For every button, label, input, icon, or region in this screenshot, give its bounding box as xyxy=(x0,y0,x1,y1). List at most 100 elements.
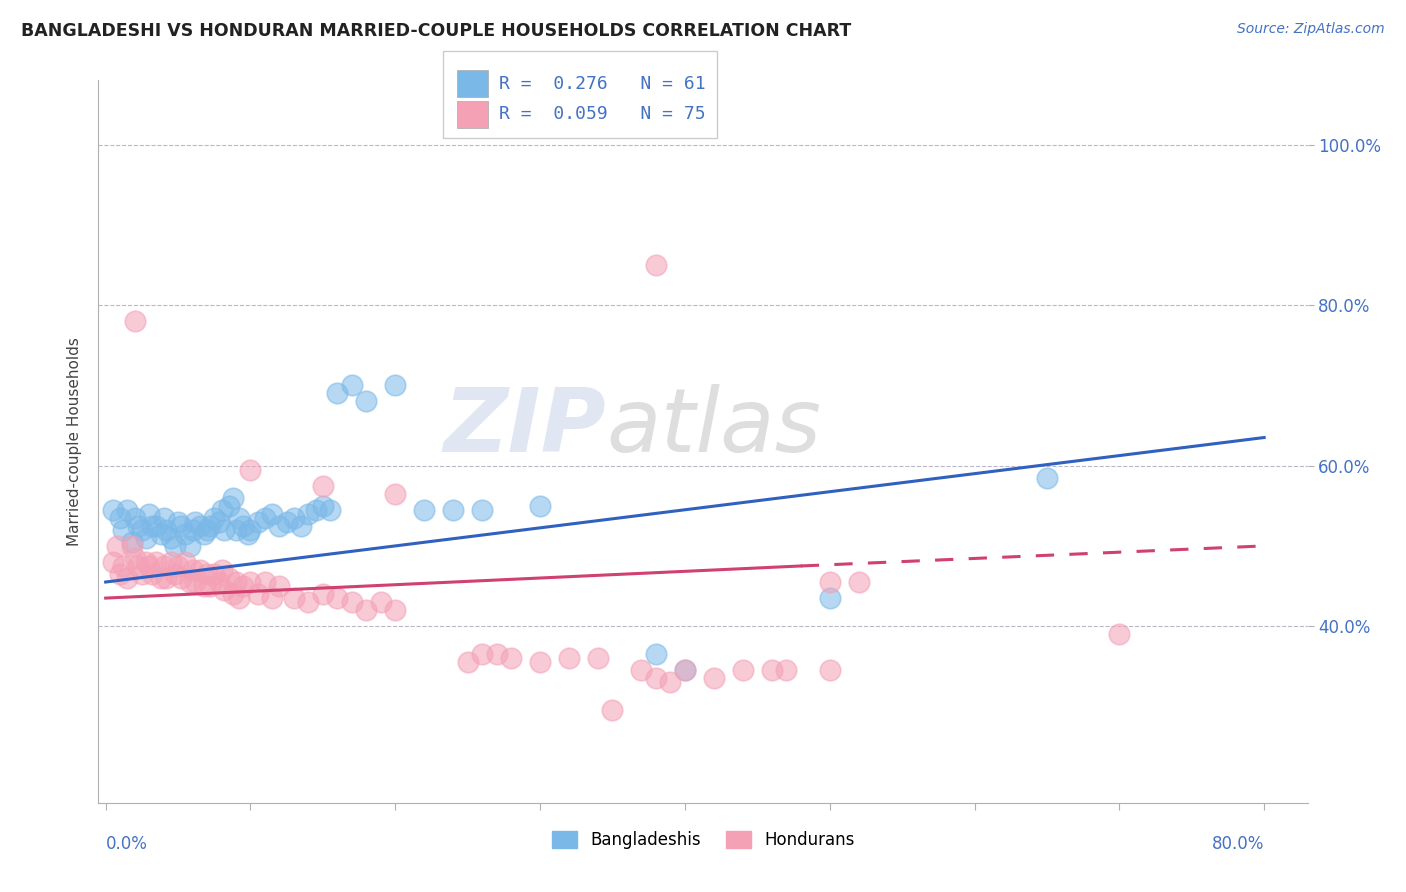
Point xyxy=(108,510,131,524)
Point xyxy=(135,555,157,569)
Point xyxy=(228,591,250,606)
Point xyxy=(630,664,652,678)
Point xyxy=(211,563,233,577)
Point xyxy=(818,664,841,678)
Text: atlas: atlas xyxy=(606,384,821,470)
Point xyxy=(184,575,207,590)
Y-axis label: Married-couple Households: Married-couple Households xyxy=(66,337,82,546)
Point xyxy=(181,523,204,537)
Point xyxy=(165,567,187,582)
Point xyxy=(384,378,406,392)
Point xyxy=(384,487,406,501)
Point xyxy=(246,587,269,601)
Point xyxy=(218,571,240,585)
Point xyxy=(558,651,581,665)
Point xyxy=(1036,471,1059,485)
Point xyxy=(202,510,225,524)
Point xyxy=(232,579,254,593)
Point xyxy=(207,515,229,529)
Point xyxy=(152,558,174,574)
Text: Source: ZipAtlas.com: Source: ZipAtlas.com xyxy=(1237,22,1385,37)
Point xyxy=(236,526,259,541)
Point xyxy=(127,558,149,574)
Point xyxy=(290,519,312,533)
Point xyxy=(673,664,696,678)
Point xyxy=(340,595,363,609)
Point xyxy=(105,539,128,553)
Point xyxy=(283,591,305,606)
Point xyxy=(193,579,215,593)
Point xyxy=(775,664,797,678)
Point xyxy=(135,531,157,545)
Point xyxy=(174,555,197,569)
Point xyxy=(131,567,153,582)
Point xyxy=(181,563,204,577)
Point xyxy=(239,575,262,590)
Point xyxy=(297,507,319,521)
Point xyxy=(228,510,250,524)
Point xyxy=(645,648,668,662)
Point xyxy=(195,523,218,537)
Point xyxy=(501,651,523,665)
Point xyxy=(239,523,262,537)
Point xyxy=(312,587,335,601)
Point xyxy=(159,555,181,569)
Point xyxy=(218,499,240,513)
Text: R =  0.276   N = 61: R = 0.276 N = 61 xyxy=(499,75,706,93)
Point xyxy=(262,591,284,606)
Point xyxy=(246,515,269,529)
Point xyxy=(167,558,190,574)
Text: 0.0%: 0.0% xyxy=(105,835,148,854)
Point xyxy=(703,672,725,686)
Point xyxy=(149,526,172,541)
Point xyxy=(167,515,190,529)
Point xyxy=(188,563,211,577)
Point xyxy=(152,510,174,524)
Point xyxy=(138,507,160,521)
Point xyxy=(117,503,139,517)
Point xyxy=(149,571,172,585)
Point xyxy=(198,519,221,533)
Point xyxy=(731,664,754,678)
Point xyxy=(124,510,146,524)
Point xyxy=(222,491,245,505)
Point xyxy=(108,567,131,582)
Point xyxy=(141,567,163,582)
Point xyxy=(155,571,177,585)
Point xyxy=(179,539,201,553)
Point xyxy=(529,499,551,513)
Point xyxy=(165,539,187,553)
Point xyxy=(214,583,236,598)
Point xyxy=(413,503,436,517)
Point xyxy=(457,655,479,669)
Point xyxy=(121,535,143,549)
Point xyxy=(232,519,254,533)
Point xyxy=(214,523,236,537)
Point xyxy=(312,499,335,513)
Point xyxy=(155,523,177,537)
Point xyxy=(269,579,291,593)
Point xyxy=(471,503,494,517)
Point xyxy=(174,526,197,541)
Point xyxy=(269,519,291,533)
Point xyxy=(384,603,406,617)
Text: 80.0%: 80.0% xyxy=(1212,835,1264,854)
Point xyxy=(202,567,225,582)
Point xyxy=(586,651,609,665)
Point xyxy=(645,258,668,272)
Point xyxy=(659,675,682,690)
Point xyxy=(326,591,349,606)
Point xyxy=(761,664,783,678)
Point xyxy=(124,314,146,328)
Point xyxy=(127,519,149,533)
Point xyxy=(112,558,135,574)
Point xyxy=(112,523,135,537)
Point xyxy=(340,378,363,392)
Point xyxy=(370,595,392,609)
Point xyxy=(184,515,207,529)
Point xyxy=(193,526,215,541)
Text: BANGLADESHI VS HONDURAN MARRIED-COUPLE HOUSEHOLDS CORRELATION CHART: BANGLADESHI VS HONDURAN MARRIED-COUPLE H… xyxy=(21,22,852,40)
Point xyxy=(188,519,211,533)
Point xyxy=(179,575,201,590)
Point xyxy=(145,555,167,569)
